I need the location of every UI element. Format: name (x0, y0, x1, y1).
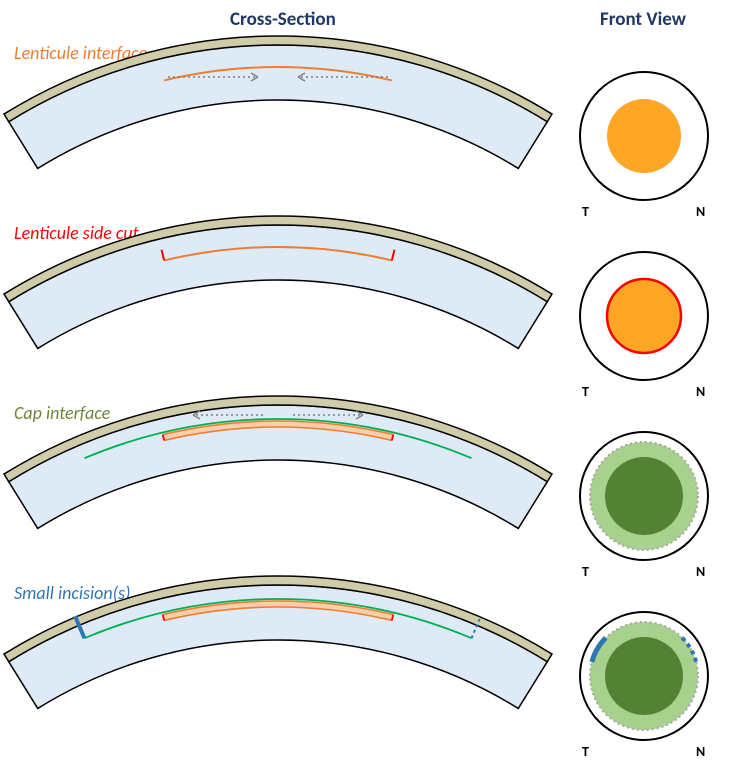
header-front-view: Front View (600, 8, 686, 31)
svg-text:T: T (582, 203, 589, 220)
svg-text:N: N (696, 743, 705, 760)
front-view-lenticule_side_cut: TN (574, 246, 738, 410)
row-label-small_incisions: Small incision(s) (14, 582, 131, 604)
front-view-small_incisions: TN (574, 606, 738, 770)
cross-section-small_incisions (8, 606, 568, 761)
svg-text:T: T (582, 383, 589, 400)
cross-section-lenticule_side_cut (8, 246, 568, 401)
row-label-cap_interface: Cap interface (14, 402, 110, 424)
svg-text:N: N (696, 383, 705, 400)
svg-text:T: T (582, 563, 589, 580)
front-view-lenticule_interface: TN (574, 66, 738, 230)
cross-section-cap_interface (8, 426, 568, 581)
svg-text:N: N (696, 563, 705, 580)
svg-text:T: T (582, 743, 589, 760)
svg-text:N: N (696, 203, 705, 220)
header-cross-section: Cross-Section (230, 8, 336, 31)
front-view-cap_interface: TN (574, 426, 738, 590)
cross-section-lenticule_interface (8, 66, 568, 221)
